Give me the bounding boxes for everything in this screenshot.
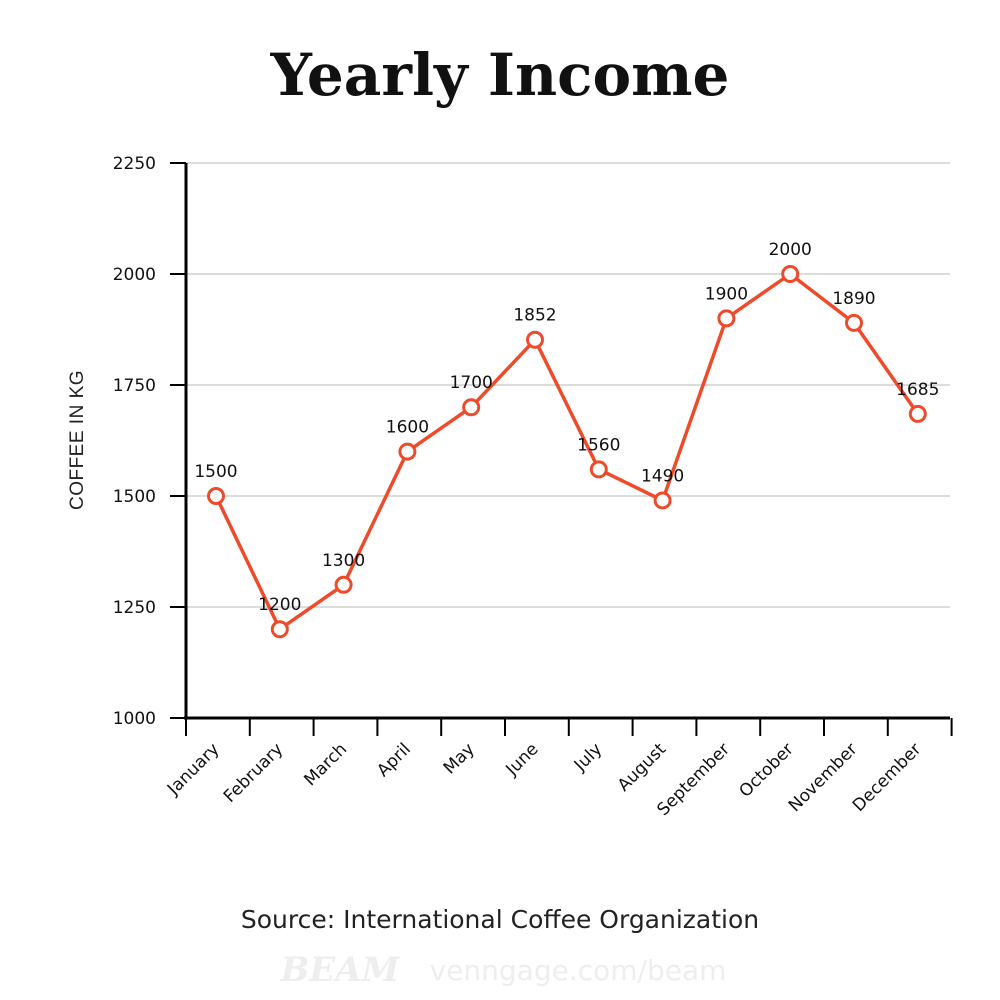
data-point-may: [462, 398, 481, 417]
x-tick-label-january: January: [163, 739, 223, 799]
data-point-february: [270, 620, 289, 639]
data-point-october: [781, 265, 800, 283]
data-label-september: 1900: [705, 284, 748, 304]
series-line: [214, 272, 920, 631]
source-note: Source: International Coffee Organizatio…: [241, 905, 759, 934]
x-tick-label-april: April: [373, 739, 415, 781]
watermark-url: venngage.com/beam: [430, 954, 727, 987]
y-tick-label-2000: 2000: [113, 265, 156, 285]
gridlines: [186, 162, 950, 608]
y-tick-label-1000: 1000: [113, 709, 156, 729]
x-tick-label-december: December: [849, 739, 925, 815]
data-label-june: 1852: [513, 306, 556, 326]
x-tick-label-october: October: [735, 739, 797, 801]
data-label-april: 1600: [386, 418, 429, 438]
series-income: [207, 265, 927, 639]
x-tick-label-may: May: [440, 739, 479, 778]
x-tick-label-august: August: [614, 739, 670, 795]
x-tick-label-february: February: [220, 739, 287, 806]
y-axis-label: COFFEE IN KG: [67, 370, 88, 510]
data-label-august: 1490: [641, 466, 684, 486]
data-label-january: 1500: [194, 462, 237, 482]
x-tick-label-july: July: [570, 739, 606, 775]
data-point-january: [207, 487, 225, 505]
x-tick-label-march: March: [300, 739, 351, 790]
watermark: BEAM venngage.com/beam: [280, 950, 727, 990]
data-label-july: 1560: [577, 435, 620, 455]
y-tick-label-2250: 2250: [113, 154, 156, 174]
data-point-july: [589, 460, 608, 479]
y-tick-label-1250: 1250: [113, 598, 156, 618]
data-point-november: [845, 313, 863, 332]
data-label-november: 1890: [832, 289, 875, 309]
data-point-march: [334, 575, 353, 594]
data-point-august: [653, 491, 672, 510]
data-point-december: [908, 404, 927, 423]
data-point-september: [717, 309, 736, 328]
data-point-april: [398, 442, 417, 461]
y-tick-labels: 1000 1250 1500 1750 2000 2250: [113, 154, 156, 729]
x-tick-label-june: June: [502, 739, 543, 780]
data-label-february: 1200: [258, 595, 301, 615]
watermark-logo: BEAM: [280, 950, 401, 990]
data-label-march: 1300: [322, 551, 365, 571]
chart-title: Yearly Income: [270, 41, 730, 109]
data-label-october: 2000: [769, 240, 812, 260]
data-point-june: [526, 330, 544, 349]
axes: [170, 162, 953, 736]
data-label-december: 1685: [896, 380, 939, 400]
data-label-may: 1700: [450, 373, 493, 393]
y-tick-label-1500: 1500: [113, 487, 156, 507]
x-tick-label-november: November: [785, 739, 862, 816]
data-labels: 1500 1200 1300 1600 1700 1852 1560 1490 1900 2000…: [194, 240, 939, 615]
y-tick-label-1750: 1750: [113, 376, 156, 396]
